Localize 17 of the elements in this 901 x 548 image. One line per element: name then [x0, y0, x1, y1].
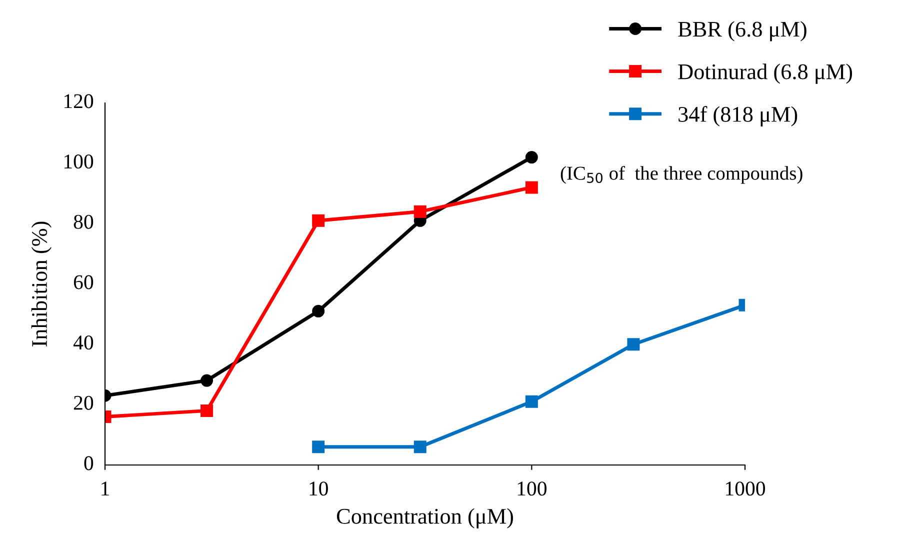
legend-label: BBR (6.8 μM) [678, 21, 806, 42]
y-tick-label: 60 [74, 275, 94, 290]
x-tick-label: 1000 [726, 482, 766, 496]
y-tick-label: 100 [64, 154, 94, 169]
y-tick-label: 0 [84, 456, 94, 470]
x-tick-label: 100 [518, 482, 546, 496]
y-tick-label: 80 [74, 214, 94, 229]
legend-label: 34f (818 μM) [678, 106, 798, 126]
y-tick-label: 20 [74, 396, 94, 410]
x-axis-title: Concentration (μM) [336, 508, 513, 528]
y-tick-label: 40 [73, 335, 94, 350]
y-tick-label: 120 [64, 94, 94, 108]
annotation: (IC$_{50}$ of the three compounds) [560, 166, 802, 184]
x-tick-label: 1 [102, 482, 109, 496]
y-axis-title: Inhibition (%) [31, 222, 52, 346]
x-tick-label: 10 [310, 482, 328, 496]
legend-label: Dotinurad (6.8 μM) [678, 64, 852, 84]
